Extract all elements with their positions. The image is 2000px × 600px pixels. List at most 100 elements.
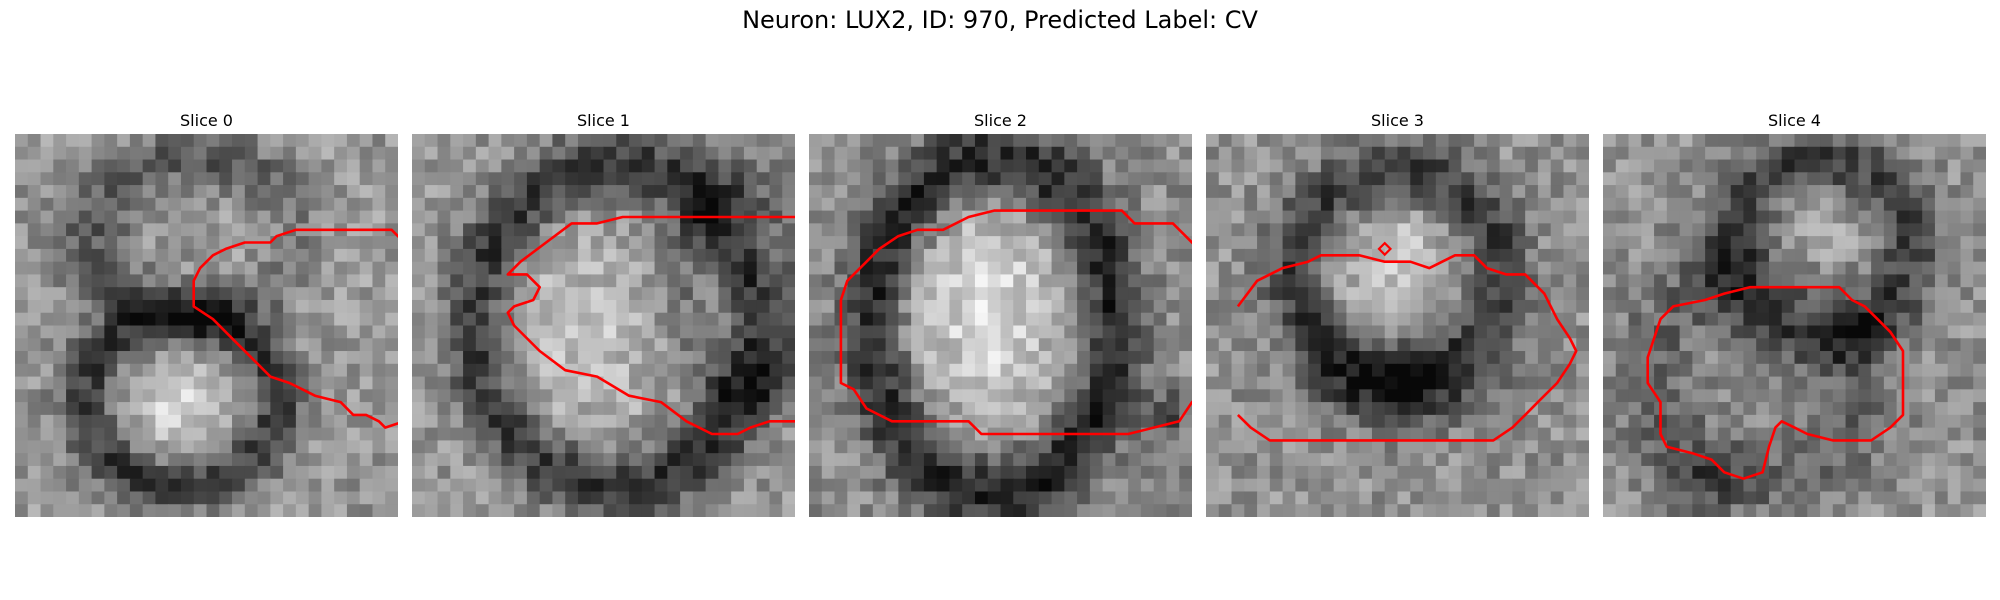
pixel xyxy=(539,440,554,454)
pixel xyxy=(834,172,848,186)
pixel xyxy=(450,504,464,517)
pixel xyxy=(1448,465,1462,480)
pixel xyxy=(1576,299,1589,314)
pixel xyxy=(1832,414,1847,429)
pixel xyxy=(257,223,271,237)
pixel xyxy=(629,376,643,390)
pixel xyxy=(321,504,335,517)
pixel xyxy=(1615,210,1630,224)
pixel xyxy=(1576,146,1589,161)
pixel xyxy=(142,299,157,314)
pixel xyxy=(641,261,656,276)
pixel xyxy=(372,274,386,288)
pixel xyxy=(616,491,630,505)
pixel xyxy=(1384,478,1399,493)
pixel xyxy=(718,185,732,199)
pixel xyxy=(936,185,951,199)
pixel xyxy=(66,389,80,403)
pixel xyxy=(463,363,477,378)
pixel xyxy=(705,172,719,186)
pixel xyxy=(1384,223,1399,237)
pixel xyxy=(936,172,951,186)
pixel xyxy=(731,261,745,276)
pixel xyxy=(1346,389,1360,403)
pixel xyxy=(898,325,912,339)
pixel xyxy=(1397,146,1411,161)
pixel xyxy=(1038,236,1053,250)
pixel xyxy=(1666,325,1681,339)
pixel xyxy=(1973,223,1986,237)
pixel xyxy=(475,478,490,493)
pixel xyxy=(321,453,335,467)
pixel xyxy=(346,261,361,276)
pixel xyxy=(1486,504,1501,517)
pixel xyxy=(1115,223,1129,237)
pixel xyxy=(898,440,912,454)
pixel xyxy=(104,312,118,327)
pixel xyxy=(616,261,630,276)
pixel xyxy=(180,134,195,148)
pixel xyxy=(1563,376,1577,390)
pixel xyxy=(1064,414,1078,429)
pixel xyxy=(1140,134,1155,148)
pixel xyxy=(1768,287,1783,301)
pixel xyxy=(1486,185,1501,199)
pixel xyxy=(847,287,861,301)
pixel xyxy=(1871,172,1885,186)
pixel xyxy=(949,185,963,199)
pixel xyxy=(412,146,426,161)
pixel xyxy=(334,389,348,403)
pixel xyxy=(129,159,144,173)
pixel xyxy=(1654,453,1668,467)
pixel xyxy=(1257,414,1271,429)
pixel xyxy=(283,427,297,441)
pixel xyxy=(1410,299,1424,314)
pixel xyxy=(1064,325,1078,339)
pixel xyxy=(1615,185,1630,199)
pixel xyxy=(1883,338,1898,352)
pixel xyxy=(1603,453,1617,467)
pixel xyxy=(603,414,617,429)
pixel xyxy=(1743,236,1757,250)
pixel xyxy=(1603,185,1617,199)
pixel xyxy=(1832,223,1847,237)
pixel xyxy=(168,134,182,148)
pixel xyxy=(104,325,118,339)
pixel xyxy=(1820,453,1834,467)
pixel xyxy=(308,274,322,288)
pixel xyxy=(1282,478,1296,493)
pixel xyxy=(359,325,374,339)
pixel xyxy=(834,261,848,276)
pixel xyxy=(117,465,131,480)
pixel xyxy=(1333,236,1348,250)
pixel xyxy=(809,414,823,429)
pixel xyxy=(809,274,823,288)
pixel xyxy=(1206,491,1220,505)
pixel xyxy=(372,402,386,416)
pixel xyxy=(1781,427,1796,441)
pixel xyxy=(680,376,694,390)
pixel xyxy=(539,491,554,505)
pixel xyxy=(346,338,361,352)
pixel xyxy=(936,134,951,148)
pixel xyxy=(680,402,694,416)
pixel xyxy=(1461,146,1475,161)
pixel xyxy=(1257,491,1271,505)
pixel xyxy=(885,504,899,517)
pixel xyxy=(53,351,67,365)
pixel xyxy=(590,325,605,339)
pixel xyxy=(334,299,348,314)
pixel xyxy=(1666,453,1681,467)
pixel xyxy=(424,363,439,378)
pixel xyxy=(193,440,208,454)
pixel xyxy=(283,478,297,493)
pixel xyxy=(155,376,169,390)
pixel xyxy=(1628,172,1642,186)
pixel xyxy=(1666,159,1681,173)
pixel xyxy=(1654,465,1668,480)
pixel xyxy=(53,146,67,161)
pixel xyxy=(283,172,297,186)
pixel xyxy=(974,491,989,505)
pixel xyxy=(1153,287,1168,301)
pixel xyxy=(577,414,592,429)
